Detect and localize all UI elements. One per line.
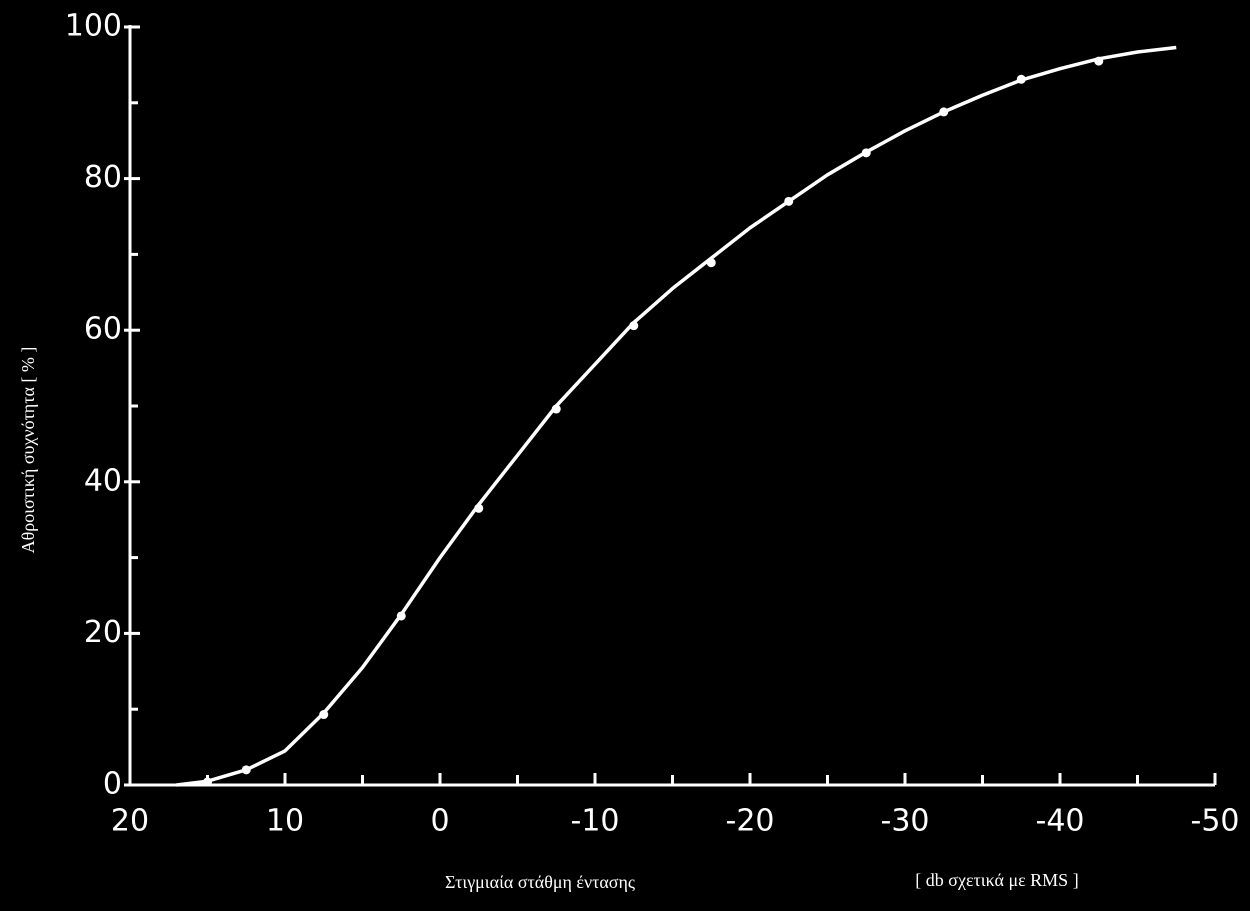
- x-tick-label: 0: [430, 804, 449, 839]
- y-tick-label: 40: [84, 463, 122, 498]
- x-tick-label: -40: [1036, 804, 1085, 839]
- x-tick-label: -30: [881, 804, 930, 839]
- x-axis-unit: [ db σχετικά με RMS ]: [915, 870, 1078, 890]
- x-axis-label: Στιγμιαία στάθμη έντασης: [445, 872, 635, 892]
- y-tick-label: 60: [84, 312, 122, 347]
- x-tick-label: 10: [266, 804, 304, 839]
- x-tick-label: -20: [726, 804, 775, 839]
- y-tick-label: 100: [65, 9, 122, 44]
- y-tick-label: 80: [84, 160, 122, 195]
- x-tick-label: 20: [111, 804, 149, 839]
- x-tick-label: -50: [1191, 804, 1240, 839]
- x-tick-label: -10: [571, 804, 620, 839]
- y-tick-label: 0: [103, 767, 122, 802]
- y-tick-label: 20: [84, 615, 122, 650]
- curve: [176, 45, 1177, 787]
- y-axis-label: Αθροιστική συχνότητα [ % ]: [18, 347, 38, 554]
